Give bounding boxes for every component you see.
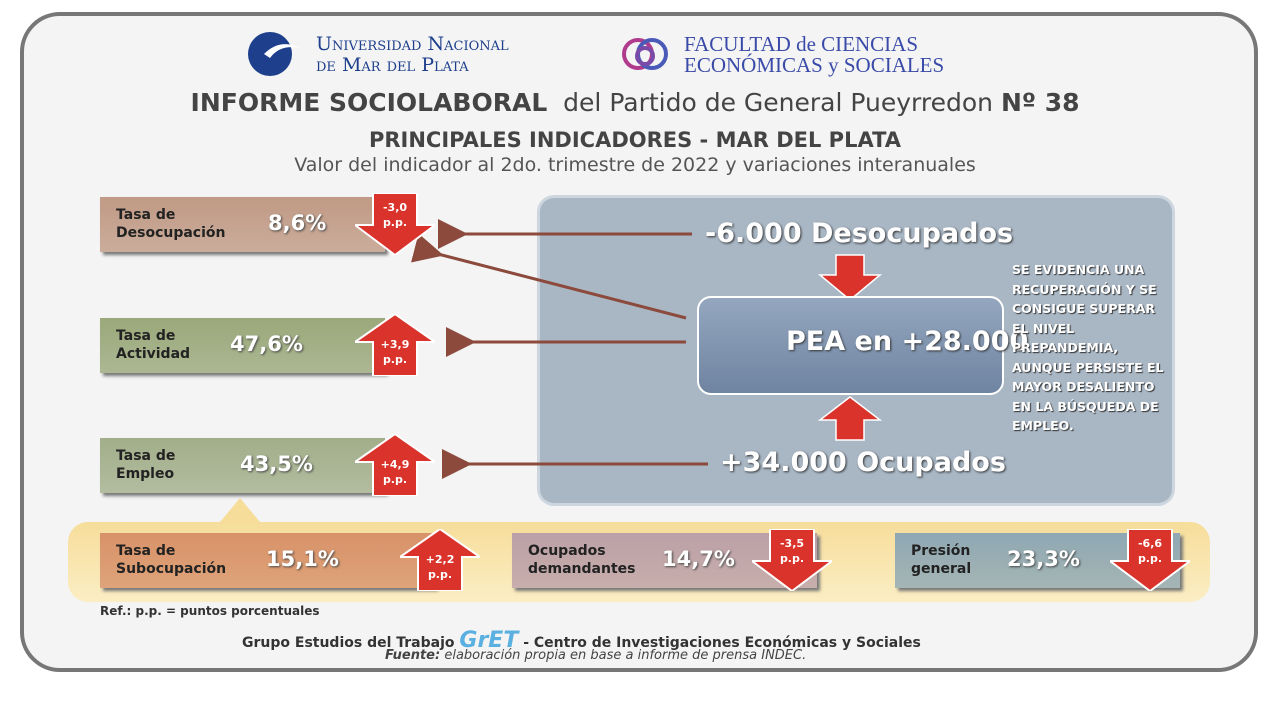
subtitle: PRINCIPALES INDICADORES - MAR DEL PLATA: [368, 128, 902, 152]
change-value: -3,5: [779, 537, 805, 550]
change-badge: +3,9 p.p.: [351, 312, 439, 377]
badge-arrow: [749, 528, 835, 593]
change-badge: -3,0 p.p.: [352, 192, 438, 257]
label-line: Tasa de: [116, 207, 176, 223]
indicator-label: Tasa de Subocupación: [116, 542, 226, 578]
indicator-value: 23,3%: [1007, 547, 1080, 571]
indicator-value: 47,6%: [230, 332, 303, 356]
change-unit: p.p.: [427, 568, 453, 581]
change-unit: p.p.: [1137, 552, 1163, 565]
faculty-logo: [622, 38, 668, 70]
note: SE EVIDENCIA UNA RECUPERACIÓN Y SE CONSI…: [1012, 262, 1164, 433]
change-badge: +2,2 p.p.: [396, 527, 484, 592]
change-unit: p.p.: [382, 216, 408, 229]
ocupados: +34.000 Ocupados: [720, 447, 1006, 478]
university-line: Universidad Nacional: [316, 33, 509, 55]
indicator-box: Tasa de Desocupación 8,6%: [100, 197, 385, 252]
pea-box: [697, 296, 1004, 395]
title-number: Nº 38: [1000, 88, 1080, 117]
label-line: Tasa de: [116, 543, 176, 559]
change-unit: p.p.: [779, 552, 805, 565]
title-rest: del Partido de General Pueyrredon: [563, 88, 994, 117]
faculty-line: ECONÓMICAS y SOCIALES: [684, 53, 945, 77]
change-badge: -6,6 p.p.: [1107, 528, 1193, 593]
label-line: Presión: [911, 543, 971, 559]
source-text: elaboración propia en base a informe de …: [444, 648, 807, 663]
change-unit: p.p.: [382, 353, 408, 366]
indicator-label: Tasa de Desocupación: [116, 206, 225, 242]
indicator-label: Presión general: [911, 542, 971, 578]
indicator-value: 14,7%: [662, 547, 735, 571]
indicator-box: Tasa de Subocupación 15,1%: [100, 533, 435, 588]
indicator-label: Tasa de Empleo: [116, 447, 175, 483]
indicator-value: 15,1%: [266, 547, 339, 571]
group: Grupo Estudios del Trabajo: [242, 635, 455, 651]
change-value: +3,9: [380, 338, 410, 351]
change-value: -6,6: [1137, 537, 1163, 550]
reference: Ref.: p.p. = puntos porcentuales: [100, 604, 320, 618]
source-label: Fuente:: [385, 648, 441, 663]
faculty-line: FACULTAD de CIENCIAS: [684, 32, 918, 56]
university-logo: [248, 32, 300, 76]
university-line: de Mar del Plata: [316, 54, 469, 76]
change-value: +4,9: [380, 458, 410, 471]
badge-arrow: [352, 192, 438, 257]
indicator-box: Tasa de Empleo 43,5%: [100, 438, 385, 493]
change-badge: -3,5 p.p.: [749, 528, 835, 593]
label-line: Empleo: [116, 466, 175, 482]
pea: PEA en +28.000: [786, 326, 1029, 357]
change-badge: +4,9 p.p.: [351, 432, 439, 497]
label-line: Tasa de: [116, 448, 176, 464]
change-unit: p.p.: [382, 473, 408, 486]
description: Valor del indicador al 2do. trimestre de…: [294, 154, 976, 176]
label-line: Tasa de: [116, 328, 176, 344]
change-value: +2,2: [425, 553, 455, 566]
label-line: Subocupación: [116, 561, 227, 577]
title: INFORME SOCIOLABORAL del Partido de Gene…: [0, 88, 1270, 117]
label-line: general: [911, 561, 972, 577]
source: Fuente: elaboración propia en base a inf…: [385, 648, 806, 663]
faculty-name: FACULTAD de CIENCIAS ECONÓMICAS y SOCIALE…: [684, 34, 944, 76]
university-name: Universidad Nacional de Mar del Plata: [316, 34, 509, 76]
change-value: -3,0: [382, 201, 408, 214]
indicator-box: Tasa de Actividad 47,6%: [100, 318, 385, 373]
center-name: - Centro de Investigaciones Económicas y…: [523, 635, 921, 651]
title-main: INFORME SOCIOLABORAL: [190, 88, 548, 117]
label-line: Actividad: [116, 346, 191, 362]
label-line: Ocupados: [528, 543, 606, 559]
label-line: demandantes: [528, 561, 636, 577]
badge-arrow: [1107, 528, 1193, 593]
indicator-value: 43,5%: [240, 452, 313, 476]
credits: Grupo Estudios del Trabajo GrET - Centro…: [242, 628, 921, 653]
indicator-label: Tasa de Actividad: [116, 327, 190, 363]
indicator-value: 8,6%: [268, 211, 327, 235]
label-line: Desocupación: [116, 225, 226, 241]
group-logo: GrET: [459, 628, 519, 653]
indicator-label: Ocupados demandantes: [528, 542, 635, 578]
desocupados: -6.000 Desocupados: [705, 218, 1014, 249]
